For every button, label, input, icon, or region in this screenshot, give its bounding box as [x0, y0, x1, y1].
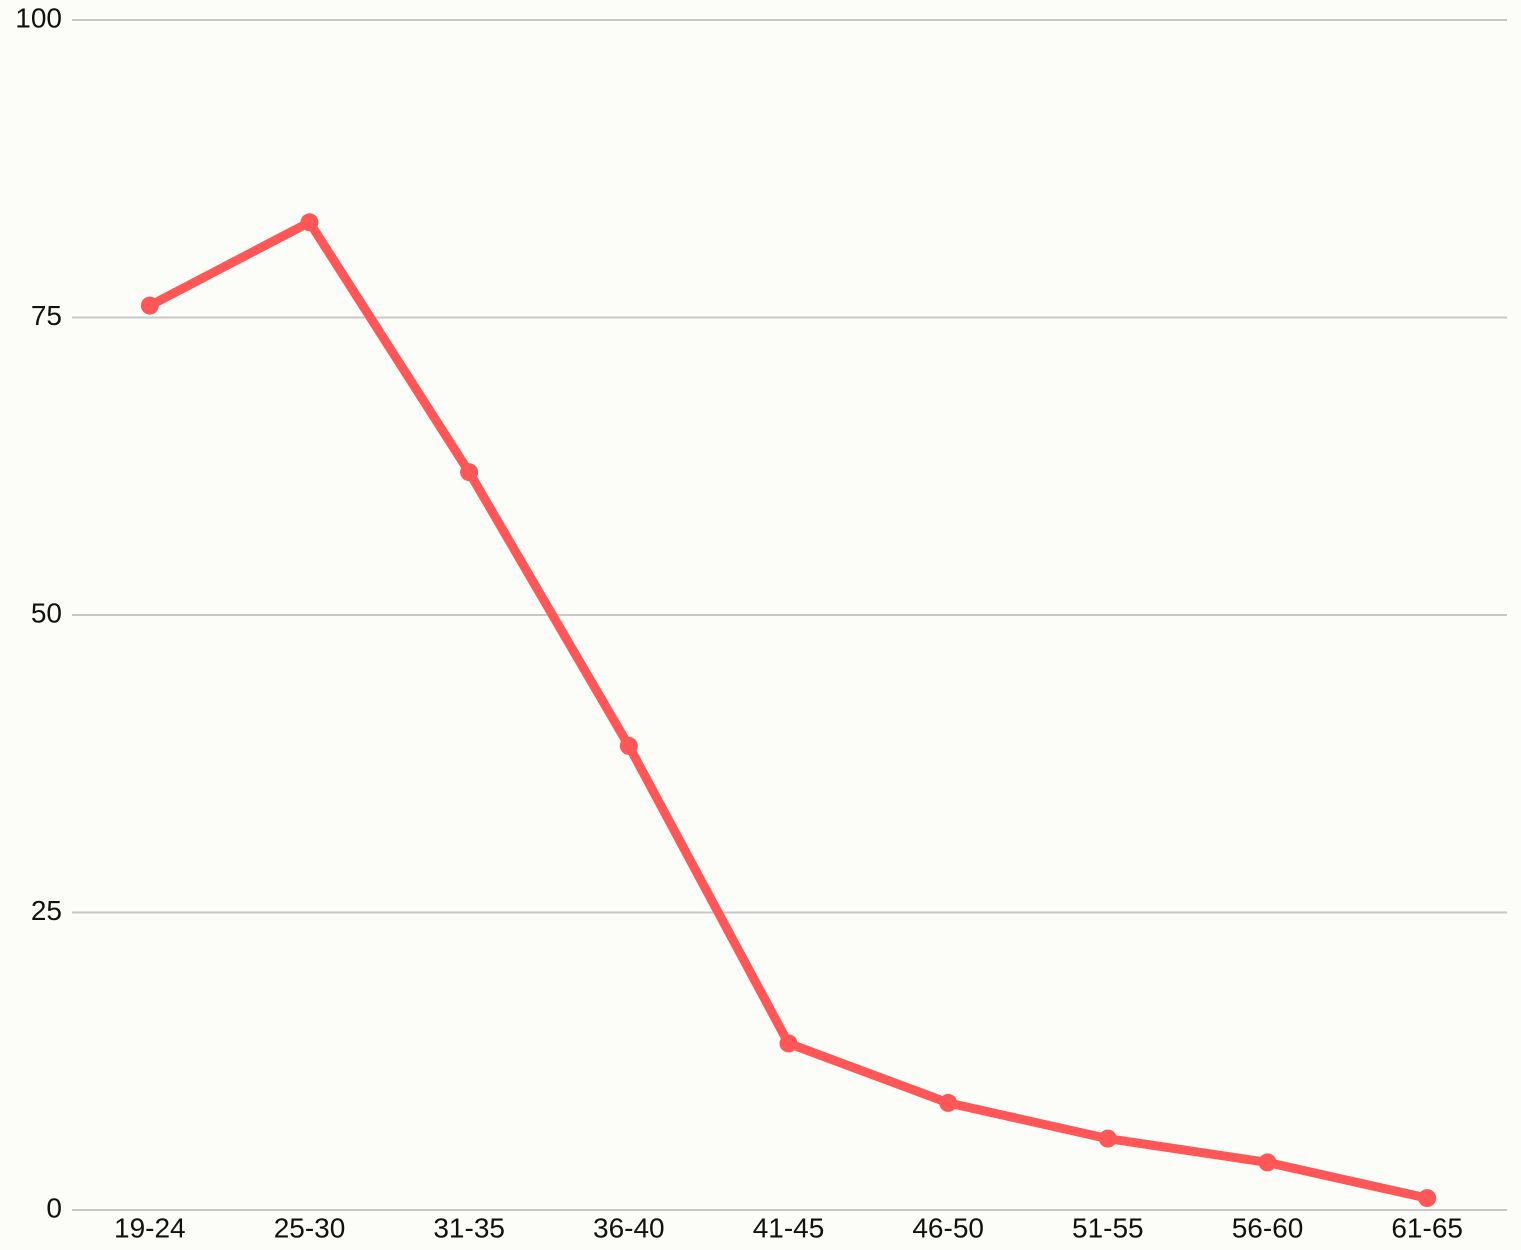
x-tick-label: 56-60 [1232, 1212, 1304, 1243]
x-tick-label: 41-45 [753, 1212, 825, 1243]
point [1258, 1153, 1277, 1172]
x-tick-label: 19-24 [114, 1212, 186, 1243]
point [300, 213, 319, 232]
x-tick-label: 51-55 [1072, 1212, 1144, 1243]
point [939, 1093, 958, 1112]
point [140, 296, 159, 315]
y-tick-label: 75 [31, 300, 62, 331]
x-tick-label: 31-35 [433, 1212, 505, 1243]
x-tick-label: 36-40 [593, 1212, 665, 1243]
point [619, 736, 638, 755]
y-tick-label: 25 [31, 895, 62, 926]
y-tick-label: 100 [15, 2, 62, 33]
x-tick-label: 25-30 [274, 1212, 346, 1243]
y-tick-label: 50 [31, 597, 62, 628]
point [779, 1034, 798, 1053]
point [1098, 1129, 1117, 1148]
point [1418, 1189, 1437, 1208]
y-tick-label: 0 [46, 1192, 62, 1223]
point [460, 463, 479, 482]
x-tick-label: 46-50 [912, 1212, 984, 1243]
x-tick-label: 61-65 [1391, 1212, 1463, 1243]
